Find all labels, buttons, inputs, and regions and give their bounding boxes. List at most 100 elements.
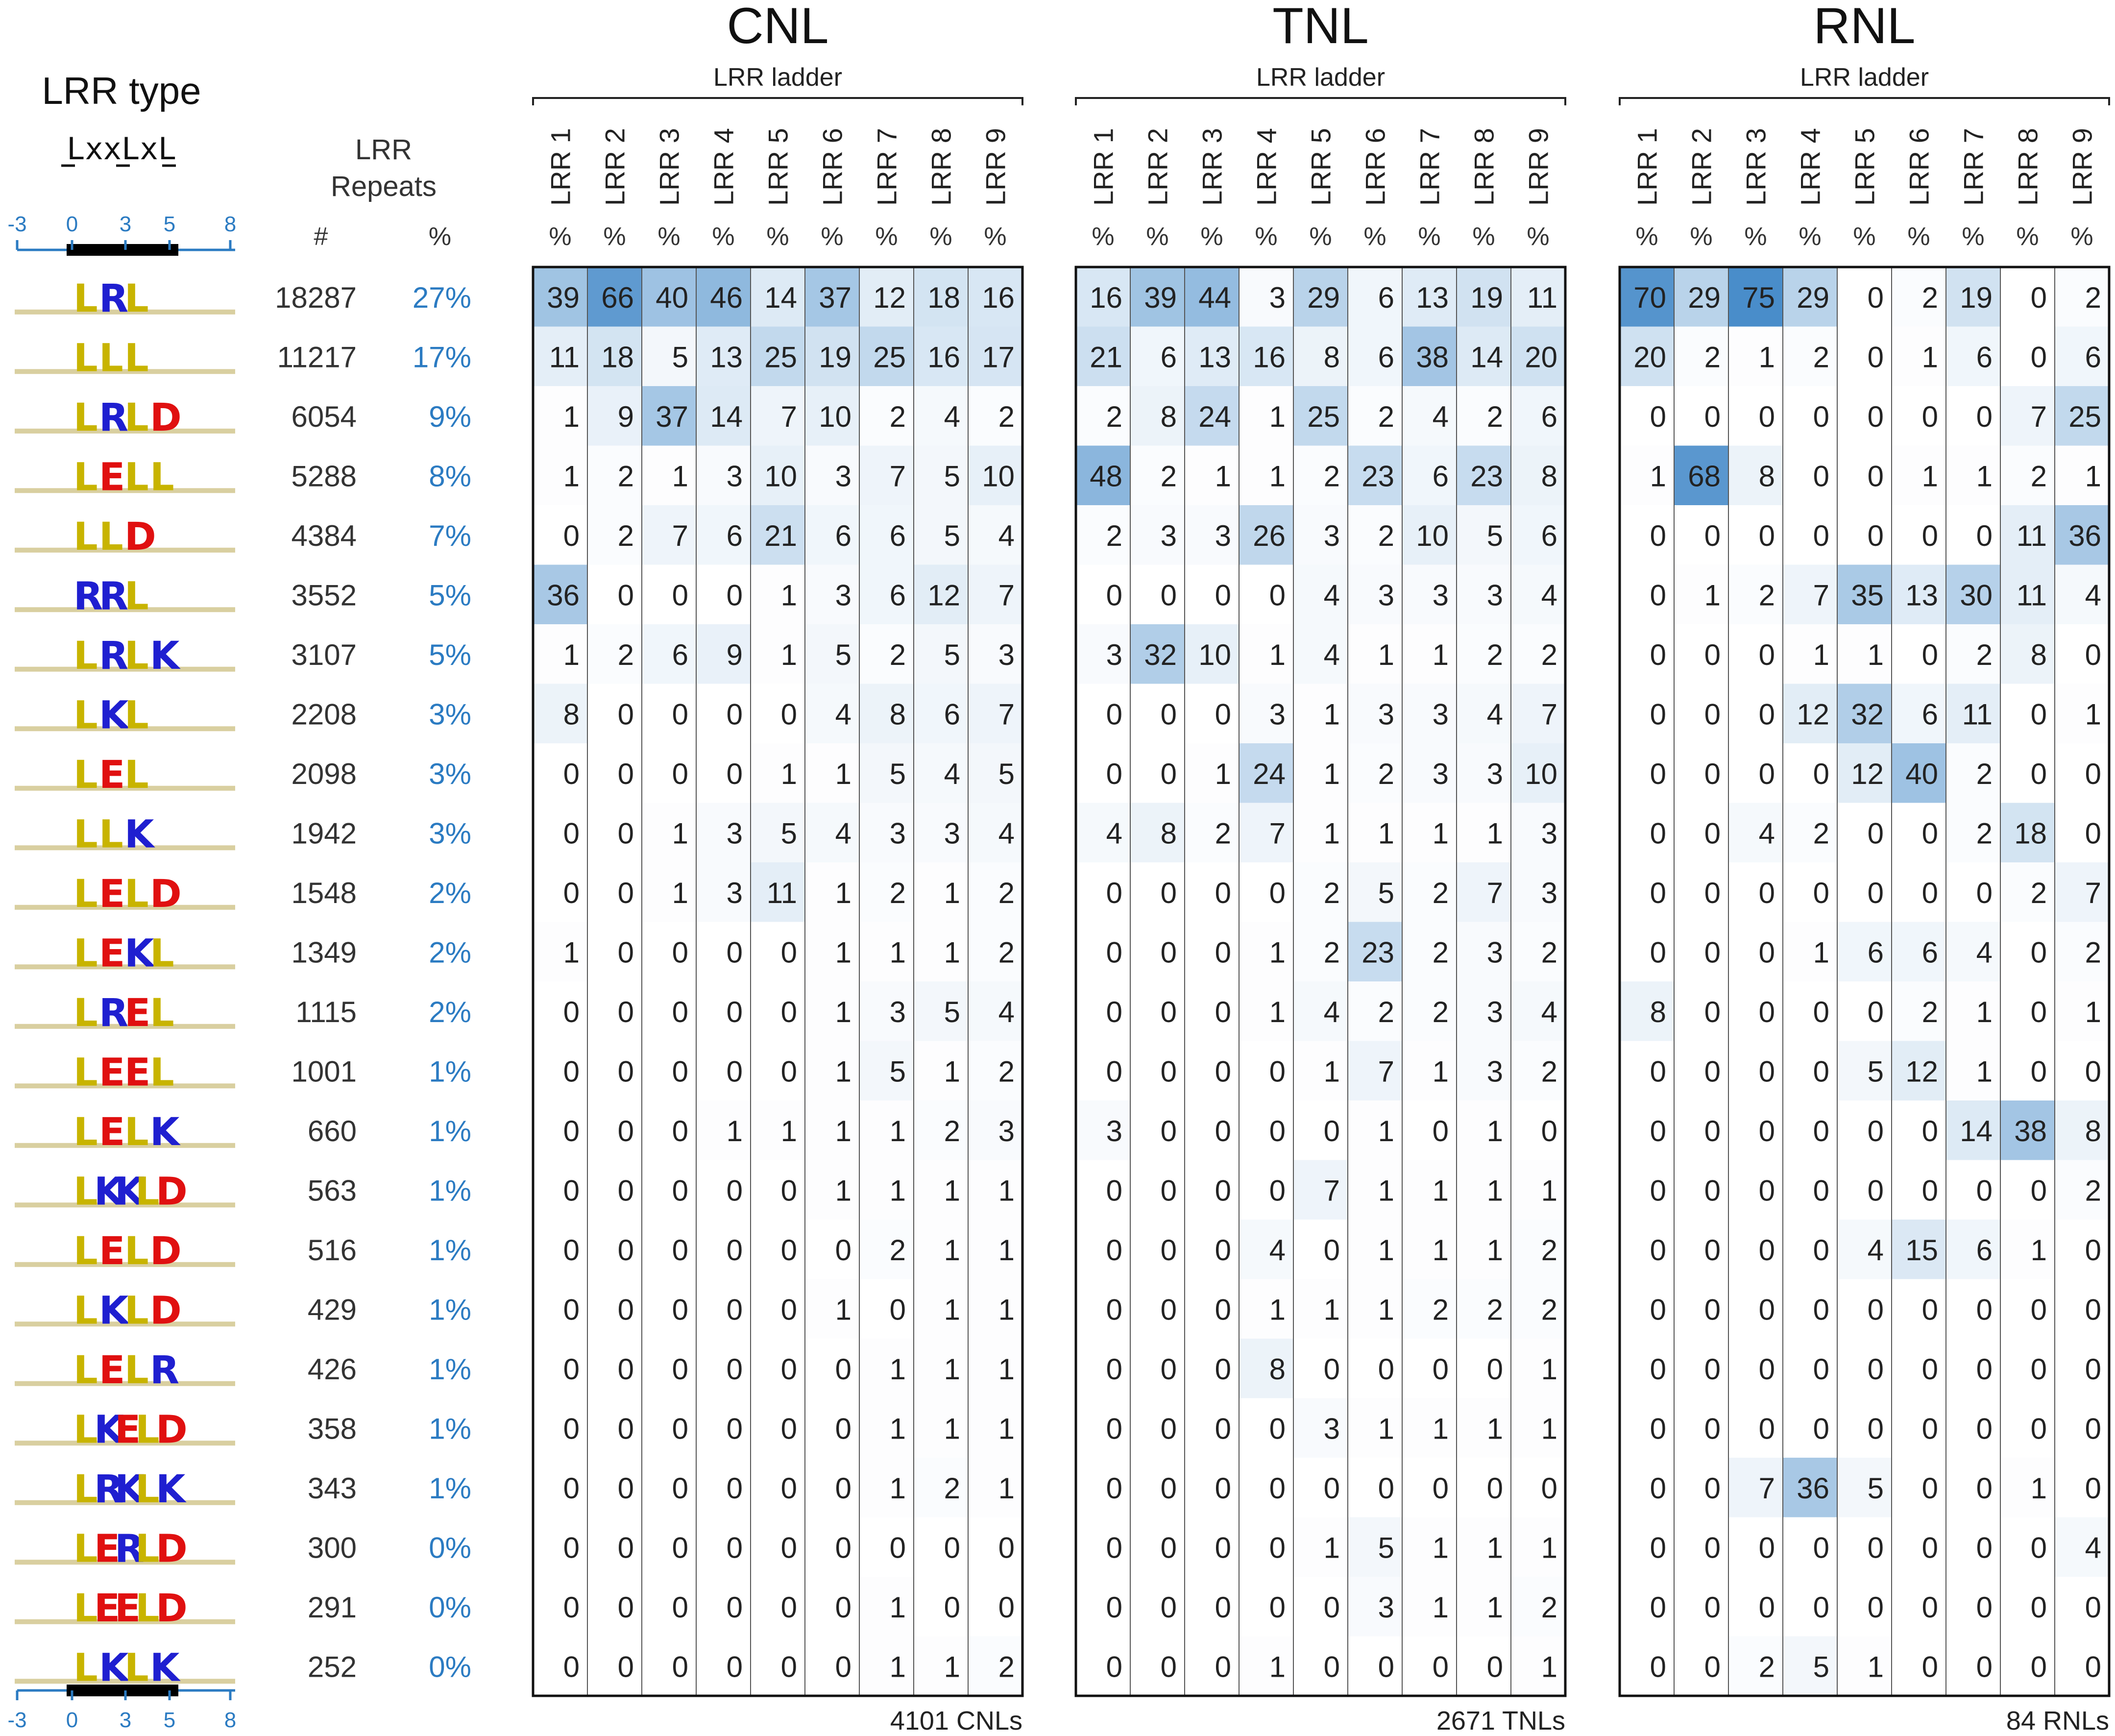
cell-value: 0 [1759, 1591, 1775, 1624]
heat-cell [914, 1220, 968, 1279]
cell-value: 0 [1813, 1531, 1829, 1564]
axis-tick-top-3: 5 [164, 212, 175, 236]
heat-cell [696, 1100, 751, 1160]
cell-value: 1 [1269, 460, 1286, 492]
cell-value: 32 [1144, 638, 1177, 671]
heat-cell [642, 326, 696, 386]
heat-cell [696, 267, 751, 327]
cell-value: 35 [1851, 579, 1884, 611]
cell-value: 1 [1541, 1353, 1557, 1386]
heat-cell [1511, 386, 1565, 446]
logo-letter: E [99, 931, 125, 976]
sequence-logo: RRL [73, 574, 149, 618]
cell-value: 44 [1198, 281, 1231, 314]
heat-cell [968, 803, 1022, 862]
heat-cell [805, 624, 859, 684]
cell-value: 0 [1106, 1412, 1122, 1445]
row-count: 5288 [292, 460, 357, 492]
heat-cell [1239, 1279, 1293, 1339]
heat-cell [1402, 326, 1457, 386]
heat-cell [533, 1041, 587, 1100]
cell-value: 1 [835, 877, 851, 909]
cell-value: 1 [1541, 1412, 1557, 1445]
cell-value: 0 [563, 817, 580, 850]
heat-cell [587, 1636, 642, 1696]
heat-cell [642, 1458, 696, 1517]
heat-cell [1511, 803, 1565, 862]
cell-value: 1 [1378, 1174, 1394, 1207]
cell-value: 68 [1688, 460, 1721, 492]
heat-cell [1402, 1220, 1457, 1279]
cell-value: 0 [672, 1115, 688, 1148]
row-label-6: RRL 3552 5% [15, 574, 471, 618]
heat-cell [1674, 267, 1728, 327]
row-label-1: L RL 18287 27% [15, 277, 471, 321]
cell-value: 3 [1487, 996, 1503, 1028]
cell-value: 0 [1922, 877, 1938, 909]
cell-value: 2 [618, 460, 634, 492]
cell-value: 0 [781, 1472, 797, 1505]
heat-cell [2000, 624, 2055, 684]
heat-cell [696, 1636, 751, 1696]
heat-cell [1946, 1100, 2000, 1160]
count-header-line1: LRR [355, 134, 412, 166]
cell-value: 0 [618, 817, 634, 850]
cell-value: 16 [1253, 341, 1286, 373]
cell-value: 0 [618, 1650, 634, 1683]
heat-cell [533, 1160, 587, 1220]
cell-value: 2 [998, 877, 1015, 909]
heat-cell [642, 564, 696, 624]
heat-cell [1837, 1339, 1892, 1398]
column-header: LRR 7 [872, 128, 902, 206]
row-count: 426 [308, 1353, 357, 1386]
heat-cell [914, 684, 968, 743]
cell-value: 1 [1976, 460, 1993, 492]
heat-cell [533, 1458, 587, 1517]
heat-cell [751, 1041, 805, 1100]
heat-cell [1402, 445, 1457, 505]
heat-cell [1511, 684, 1565, 743]
cell-value: 4 [998, 996, 1015, 1028]
heat-cell [1511, 1279, 1565, 1339]
row-share: 0% [429, 1531, 471, 1564]
cell-value: 0 [1378, 1472, 1394, 1505]
cell-value: 9 [727, 638, 743, 671]
cell-value: 0 [2031, 698, 2047, 731]
heat-cell [587, 445, 642, 505]
heat-cell [1511, 1398, 1565, 1458]
heat-cell [1293, 386, 1348, 446]
cell-value: 0 [1215, 996, 1231, 1028]
cell-value: 3 [1324, 519, 1340, 552]
heat-cell [1837, 981, 1892, 1041]
cell-value: 0 [563, 519, 580, 552]
heat-cell [1511, 624, 1565, 684]
heat-cell [1130, 1577, 1185, 1637]
heat-cell [805, 1160, 859, 1220]
logo-baseline [15, 1024, 235, 1029]
cell-value: 0 [672, 1472, 688, 1505]
cell-value: 0 [1868, 1115, 1884, 1148]
cell-value: 0 [1868, 877, 1884, 909]
heat-cell [642, 1160, 696, 1220]
heat-cell [1946, 862, 2000, 922]
panel-subtitle: LRR ladder [1800, 63, 1929, 92]
heat-cell [533, 803, 587, 862]
heat-cell [1892, 1339, 1946, 1398]
cell-value: 0 [998, 1531, 1015, 1564]
cell-value: 2 [1106, 400, 1122, 433]
cell-value: 2 [1487, 400, 1503, 433]
column-unit: % [1472, 222, 1495, 251]
logo-letter: D [150, 1229, 182, 1273]
cell-value: 0 [1759, 877, 1775, 909]
cell-value: 1 [781, 579, 797, 611]
cell-value: 2 [1378, 758, 1394, 790]
heat-cell [1620, 922, 1674, 981]
heat-cell [1674, 981, 1728, 1041]
row-share: 3% [429, 758, 471, 790]
heat-cell [1239, 862, 1293, 922]
column-unit: % [821, 222, 843, 251]
cell-value: 4 [2085, 579, 2101, 611]
heat-cell [1783, 1160, 1837, 1220]
heat-cell [696, 743, 751, 803]
